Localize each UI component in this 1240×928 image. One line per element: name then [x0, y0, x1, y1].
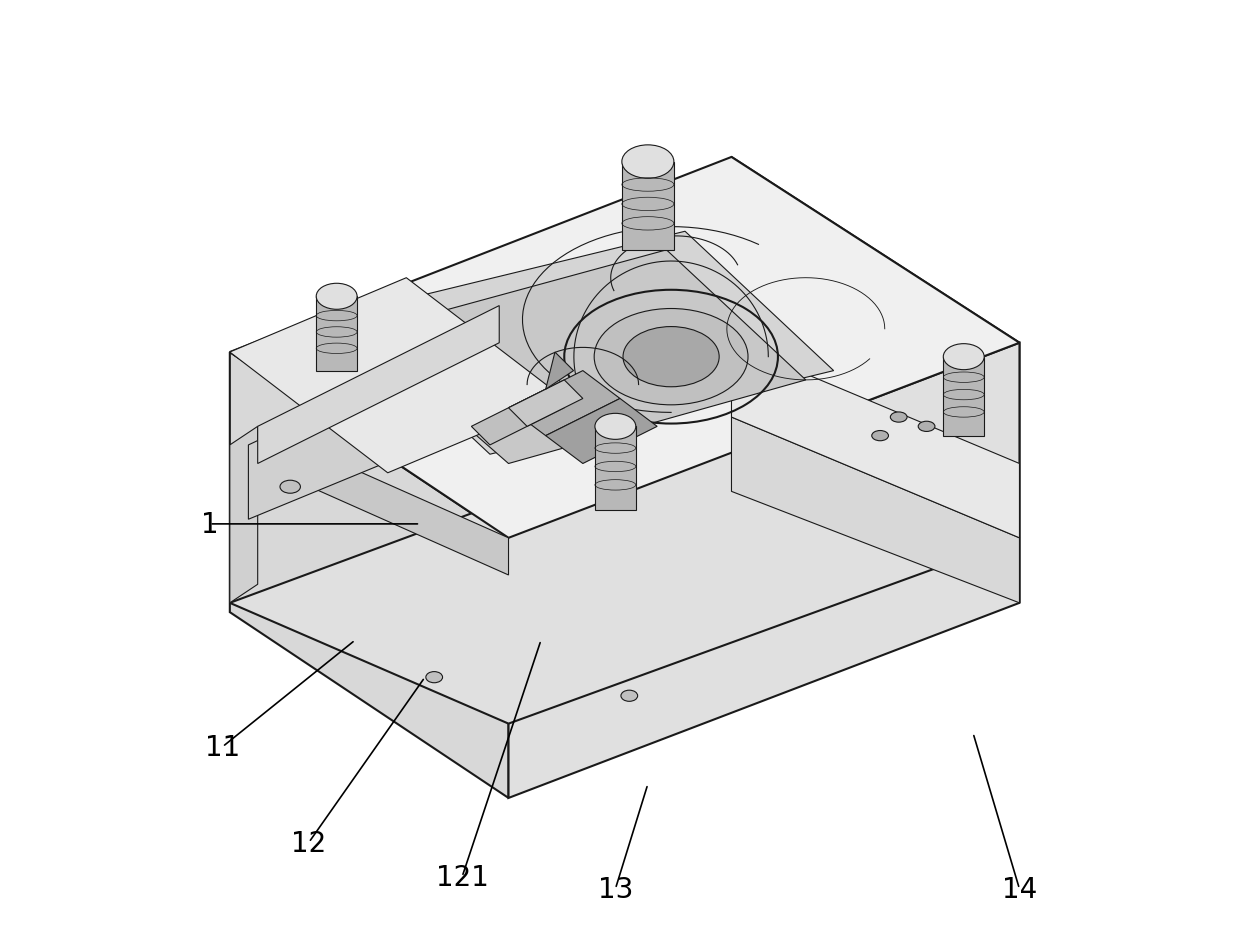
Polygon shape: [229, 427, 258, 603]
Polygon shape: [732, 343, 1019, 538]
Text: 14: 14: [1002, 875, 1037, 903]
Ellipse shape: [621, 146, 673, 179]
Polygon shape: [258, 306, 500, 464]
Ellipse shape: [621, 690, 637, 702]
Polygon shape: [546, 399, 657, 464]
Polygon shape: [471, 390, 564, 445]
Polygon shape: [360, 251, 806, 464]
Polygon shape: [248, 371, 407, 520]
Polygon shape: [508, 380, 583, 427]
Polygon shape: [546, 353, 574, 390]
Polygon shape: [595, 427, 636, 510]
Polygon shape: [732, 418, 1019, 603]
Text: 13: 13: [598, 875, 634, 903]
Polygon shape: [229, 158, 1019, 538]
Ellipse shape: [890, 412, 908, 423]
Ellipse shape: [944, 344, 985, 370]
Polygon shape: [944, 357, 985, 436]
Polygon shape: [229, 278, 564, 473]
Ellipse shape: [622, 328, 719, 387]
Polygon shape: [229, 418, 1019, 724]
Ellipse shape: [595, 414, 636, 440]
Text: 11: 11: [205, 733, 241, 761]
Ellipse shape: [872, 431, 889, 442]
Polygon shape: [258, 427, 508, 575]
Text: 12: 12: [291, 829, 326, 857]
Ellipse shape: [918, 421, 935, 432]
Text: 1: 1: [201, 510, 218, 538]
Polygon shape: [508, 343, 1019, 798]
Polygon shape: [621, 162, 673, 251]
Ellipse shape: [594, 309, 748, 406]
Ellipse shape: [316, 284, 357, 310]
Polygon shape: [508, 371, 620, 436]
Polygon shape: [732, 158, 1019, 603]
Polygon shape: [229, 353, 508, 798]
Ellipse shape: [425, 672, 443, 683]
Polygon shape: [316, 297, 357, 371]
Polygon shape: [341, 232, 833, 455]
Text: 121: 121: [435, 863, 489, 891]
Ellipse shape: [280, 481, 300, 494]
